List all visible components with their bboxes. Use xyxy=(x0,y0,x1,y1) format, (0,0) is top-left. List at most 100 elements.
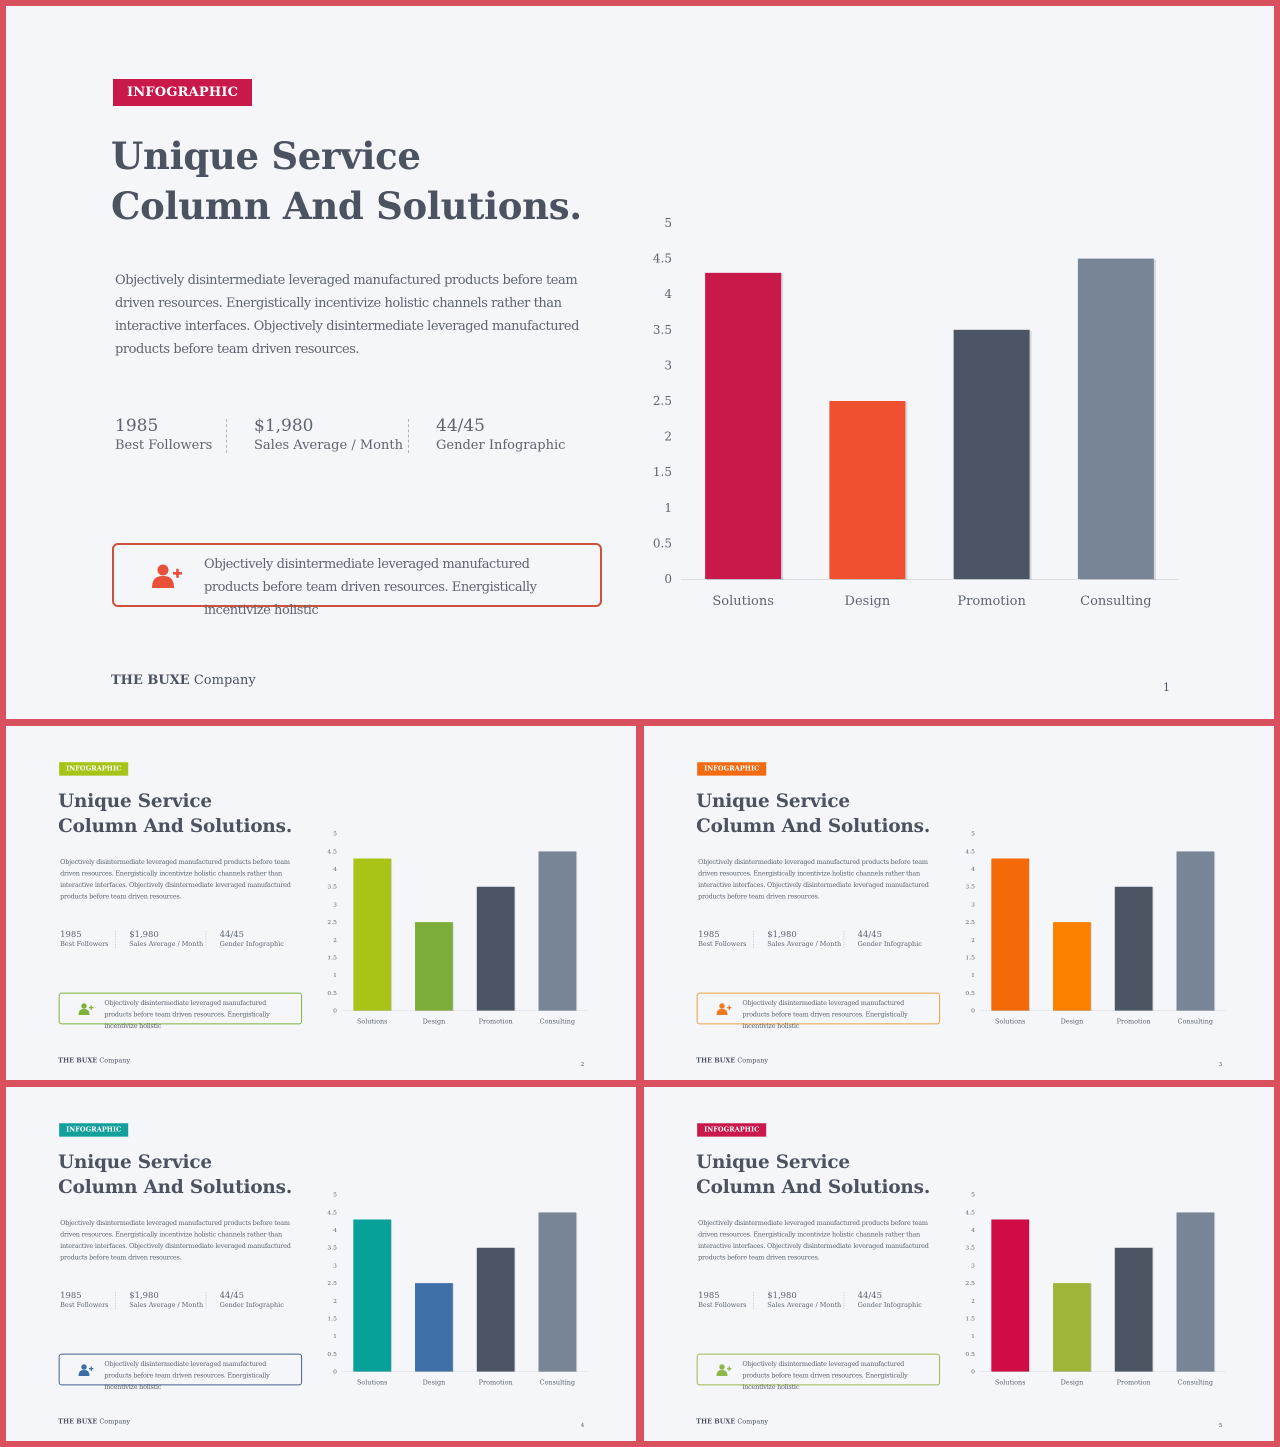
bar-solutions xyxy=(353,1219,392,1372)
y-tick-label: 3 xyxy=(971,1262,975,1269)
y-tick-label: 1.5 xyxy=(327,954,337,961)
y-tick-label: 5 xyxy=(664,216,672,230)
callout-box: Objectively disintermediate leveraged ma… xyxy=(58,992,303,1030)
stat-value: $1,980 xyxy=(254,416,314,436)
footer-company: THE BUXE Company xyxy=(696,1418,768,1425)
bar-design xyxy=(415,1283,453,1372)
title-line-1: Unique Service xyxy=(111,134,421,178)
stat-value: 1985 xyxy=(115,416,159,436)
y-tick-label: 2 xyxy=(971,1298,975,1305)
bar-promotion xyxy=(476,1247,515,1372)
callout-text: Objectively disintermediate leveraged ma… xyxy=(104,999,270,1030)
x-category-label: Promotion xyxy=(479,1017,513,1025)
stat-best-followers: 1985 Best Followers xyxy=(60,1290,108,1309)
stat-label: Sales Average / Month xyxy=(129,940,204,948)
footer-suffix: Company xyxy=(99,1057,131,1065)
stat-value: 1985 xyxy=(60,1290,82,1301)
slide-content: INFOGRAPHIC Unique Service Column And So… xyxy=(6,1087,636,1441)
stat-gender-infographic: 44/45 Gender Infographic xyxy=(220,929,284,948)
add-user-icon xyxy=(78,1364,94,1376)
bar-promotion xyxy=(953,329,1030,579)
footer-brand: THE BUXE xyxy=(696,1057,736,1065)
stat-value: $1,980 xyxy=(129,1290,159,1301)
x-category-label: Promotion xyxy=(1117,1017,1151,1025)
stat-value: 44/45 xyxy=(857,929,882,940)
add-user-icon xyxy=(716,1003,732,1015)
stat-sales-average: $1,980 Sales Average / Month xyxy=(767,929,841,948)
bar-consulting xyxy=(1176,851,1215,1011)
stat-label: Sales Average / Month xyxy=(129,1301,204,1309)
x-category-label: Solutions xyxy=(357,1017,387,1025)
bar-chart-svg: 0 0.5 1 1.5 2 2.5 3 3.5 4 4.5 5 Solutions Design Prom… xyxy=(327,831,589,1025)
page-number: 1 xyxy=(1163,681,1170,694)
y-tick-label: 3 xyxy=(664,358,672,372)
title-line-2: Column And Solutions. xyxy=(696,1175,931,1198)
x-category-label: Design xyxy=(1061,1378,1084,1386)
title-line-1: Unique Service xyxy=(696,1150,850,1173)
x-category-label: Consulting xyxy=(1178,1378,1213,1386)
slide-2: INFOGRAPHIC Unique Service Column And So… xyxy=(6,726,636,1080)
slide-title: Unique Service Column And Solutions. xyxy=(696,788,930,838)
y-tick-label: 4.5 xyxy=(965,1209,975,1216)
stat-value: 1985 xyxy=(698,1290,720,1301)
page-number: 5 xyxy=(1218,1422,1223,1429)
bar-solutions xyxy=(991,1219,1030,1372)
y-tick-label: 0.5 xyxy=(327,1351,337,1358)
slide-5: INFOGRAPHIC Unique Service Column And So… xyxy=(644,1087,1274,1441)
x-category-label: Design xyxy=(423,1378,446,1386)
y-tick-label: 5 xyxy=(971,831,975,838)
stat-label: Best Followers xyxy=(698,1301,747,1309)
bar-chart: 0 0.5 1 1.5 2 2.5 3 3.5 4 4.5 5 Solutions Design Prom… xyxy=(626,206,1226,626)
slide-title: Unique Service Column And Solutions. xyxy=(696,1149,930,1199)
stat-best-followers: 1985 Best Followers xyxy=(698,1290,746,1309)
stat-value: $1,980 xyxy=(767,1290,797,1301)
y-tick-label: 3.5 xyxy=(327,1245,337,1252)
y-tick-label: 4 xyxy=(971,1227,975,1234)
footer-suffix: Company xyxy=(193,673,256,688)
stat-sales-average: $1,980 Sales Average / Month xyxy=(129,929,203,948)
y-tick-label: 2 xyxy=(664,430,672,444)
title-line-1: Unique Service xyxy=(696,789,850,812)
footer-brand: THE BUXE xyxy=(111,673,190,688)
y-tick-label: 1.5 xyxy=(653,465,672,479)
footer-company: THE BUXE Company xyxy=(111,673,256,688)
add-user-icon xyxy=(716,1364,732,1376)
y-tick-label: 3 xyxy=(333,901,337,908)
title-line-2: Column And Solutions. xyxy=(111,184,582,228)
y-tick-label: 1.5 xyxy=(965,954,975,961)
stat-label: Best Followers xyxy=(60,940,109,948)
stat-label: Best Followers xyxy=(698,940,747,948)
stat-sales-average: $1,980 Sales Average / Month xyxy=(767,1290,841,1309)
y-tick-label: 4.5 xyxy=(327,848,337,855)
footer-company: THE BUXE Company xyxy=(696,1057,768,1064)
y-tick-label: 1 xyxy=(664,501,672,515)
bar-consulting xyxy=(1077,258,1154,579)
bar-consulting xyxy=(538,1212,577,1372)
stat-gender-infographic: 44/45 Gender Infographic xyxy=(220,1290,284,1309)
add-user-icon xyxy=(152,564,182,588)
stat-value: $1,980 xyxy=(767,929,797,940)
y-tick-label: 3 xyxy=(971,901,975,908)
slide-content: INFOGRAPHIC Unique Service Column And So… xyxy=(644,1087,1274,1441)
stat-label: Gender Infographic xyxy=(857,1301,922,1309)
stat-divider xyxy=(408,419,409,453)
bar-design xyxy=(1053,922,1091,1011)
stat-gender-infographic: 44/45 Gender Infographic xyxy=(858,1290,922,1309)
callout-text: Objectively disintermediate leveraged ma… xyxy=(742,1360,908,1391)
y-tick-label: 2.5 xyxy=(965,1280,975,1287)
callout-text: Objectively disintermediate leveraged ma… xyxy=(104,1360,270,1391)
stat-value: 1985 xyxy=(698,929,720,940)
stat-best-followers: 1985 Best Followers xyxy=(60,929,108,948)
x-category-label: Consulting xyxy=(1080,594,1151,609)
y-tick-label: 0 xyxy=(971,1007,975,1014)
y-tick-label: 2.5 xyxy=(327,1280,337,1287)
title-line-2: Column And Solutions. xyxy=(58,1175,293,1198)
bar-chart: 0 0.5 1 1.5 2 2.5 3 3.5 4 4.5 5 Solutions Design Prom… xyxy=(314,1186,612,1395)
stat-label: Gender Infographic xyxy=(436,438,566,453)
stat-value: 44/45 xyxy=(857,1290,882,1301)
title-line-2: Column And Solutions. xyxy=(696,814,931,837)
y-tick-label: 4.5 xyxy=(327,1209,337,1216)
page-number: 3 xyxy=(1218,1061,1223,1068)
callout-text: Objectively disintermediate leveraged ma… xyxy=(204,557,537,618)
y-tick-label: 5 xyxy=(333,831,337,838)
